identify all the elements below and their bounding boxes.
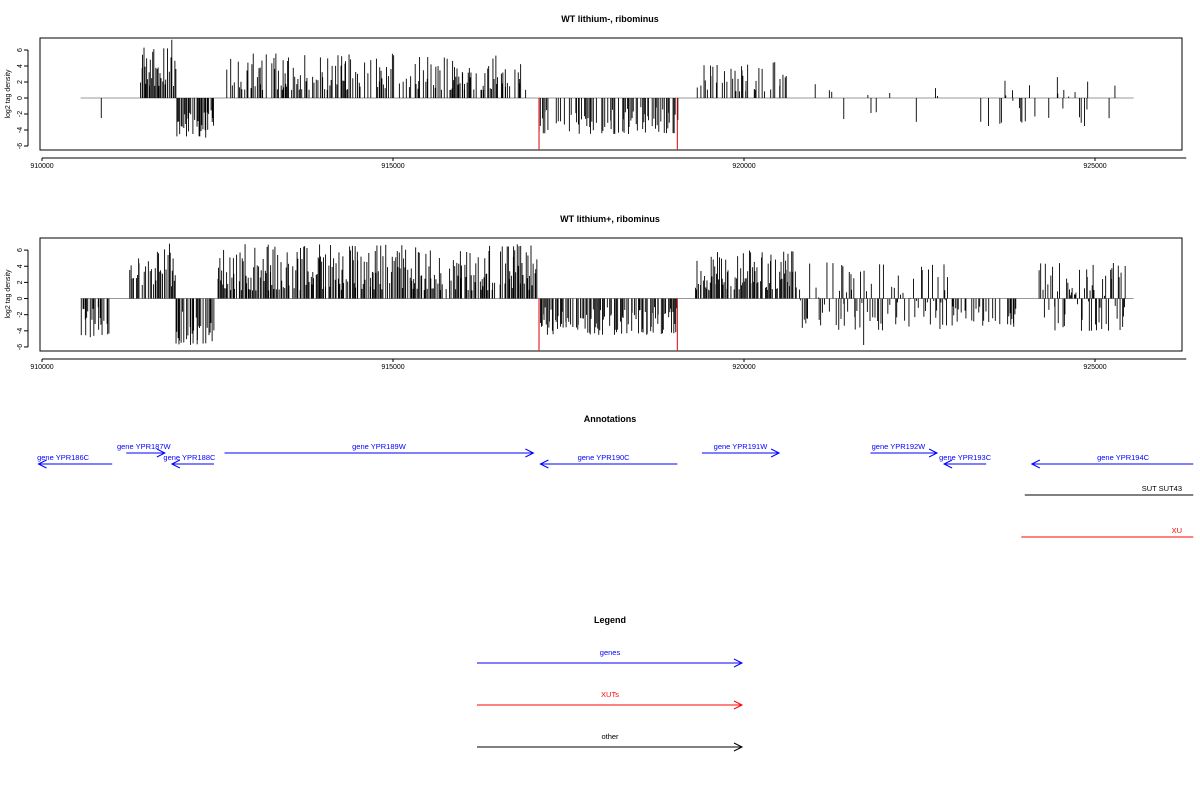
y-tick-label: 4: [17, 64, 24, 68]
y-tick-label: 2: [17, 80, 24, 84]
legend-label: genes: [600, 648, 621, 657]
y-axis-label: log2 tag density: [5, 269, 12, 319]
signal-bars: [80, 39, 1134, 150]
x-tick-label: 925000: [1083, 163, 1106, 170]
x-tick-label: 915000: [381, 364, 404, 371]
annotations-title: Annotations: [584, 414, 637, 424]
panel-lithium-plus: WT lithium+, ribominus log2 tag density …: [5, 214, 1187, 371]
annotations-track: Annotations gene YPR186C gene YPR187W gene…: [37, 414, 1194, 538]
legend: Legend genes XUTs other: [477, 615, 744, 752]
y-tick-label: -4: [17, 328, 24, 334]
axes: 6 4 2 0 -2 -4 -6 910000 915000 920000 925000: [17, 48, 1187, 170]
y-tick-label: 0: [17, 96, 24, 100]
y-tick-label: 6: [17, 248, 24, 252]
annotation-label: gene YPR190C: [578, 453, 631, 462]
x-tick-label: 915000: [381, 163, 404, 170]
y-axis-label: log2 tag density: [5, 69, 12, 119]
y-tick-label: 2: [17, 280, 24, 284]
legend-swatch: [477, 742, 744, 752]
y-tick-label: 0: [17, 296, 24, 300]
annotation-feature: [37, 459, 113, 469]
y-tick-label: -2: [17, 111, 24, 117]
y-tick-label: -6: [17, 143, 24, 149]
x-tick-label: 925000: [1083, 364, 1106, 371]
y-tick-label: -2: [17, 311, 24, 317]
annotation-label: gene YPR194C: [1097, 453, 1150, 462]
axes: 6 4 2 0 -2 -4 -6 910000 915000 920000 925000: [17, 248, 1187, 371]
annotation-feature: [224, 448, 535, 458]
signal-bars: [80, 243, 1134, 351]
x-tick-label: 920000: [732, 163, 755, 170]
annotation-label: gene YPR186C: [37, 453, 90, 462]
legend-label: XUTs: [601, 690, 619, 699]
y-tick-label: -6: [17, 344, 24, 350]
annotation-feature: [701, 448, 781, 458]
annotation-feature: [126, 448, 166, 458]
legend-swatch: [477, 700, 744, 710]
plot-frame: [39, 37, 1183, 151]
annotation-label: XU: [1172, 526, 1182, 535]
x-tick-label: 910000: [30, 364, 53, 371]
annotation-label: gene YPR189W: [352, 442, 407, 451]
plot-frame: [39, 237, 1183, 352]
annotation-feature: [539, 459, 678, 469]
legend-label: other: [601, 732, 619, 741]
panel-title: WT lithium-, ribominus: [561, 14, 659, 24]
y-tick-label: 4: [17, 264, 24, 268]
y-tick-label: -4: [17, 127, 24, 133]
x-tick-label: 920000: [732, 364, 755, 371]
annotation-feature: [1030, 459, 1194, 469]
y-tick-label: 6: [17, 48, 24, 52]
annotation-label: gene YPR193C: [939, 453, 992, 462]
legend-title: Legend: [594, 615, 626, 625]
annotation-feature: [170, 459, 214, 469]
annotation-label: SUT SUT43: [1142, 484, 1182, 493]
annotation-label: gene YPR191W: [714, 442, 769, 451]
annotation-label: gene YPR187W: [117, 442, 172, 451]
panel-lithium-minus: WT lithium-, ribominus log2 tag density …: [5, 14, 1187, 170]
x-tick-label: 910000: [30, 163, 53, 170]
legend-swatch: [477, 658, 744, 668]
annotation-label: gene YPR188C: [163, 453, 216, 462]
annotation-feature: [942, 459, 987, 469]
annotation-label: gene YPR192W: [872, 442, 927, 451]
panel-title: WT lithium+, ribominus: [560, 214, 660, 224]
annotation-feature: [870, 448, 939, 458]
